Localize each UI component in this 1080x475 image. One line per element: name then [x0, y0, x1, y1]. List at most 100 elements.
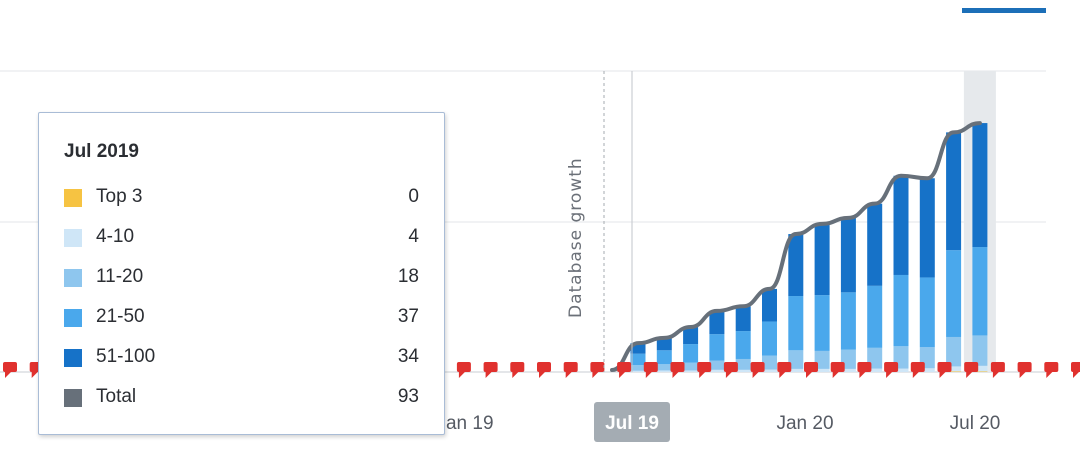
bar-segment[interactable] [656, 350, 672, 365]
bar-segment[interactable] [656, 364, 672, 371]
bar-segment[interactable] [656, 370, 672, 372]
bar-segment[interactable] [788, 368, 804, 372]
bar-segment[interactable] [946, 132, 962, 251]
legend-swatch-icon [64, 389, 82, 407]
note-flag-icon[interactable] [483, 362, 498, 378]
note-flag-icon[interactable] [670, 362, 685, 378]
bar-segment[interactable] [840, 368, 856, 372]
bar-segment[interactable] [683, 370, 699, 372]
bar-segment[interactable] [762, 321, 777, 356]
bar-segment[interactable] [788, 296, 804, 351]
bar-segment[interactable] [814, 350, 830, 369]
note-flag-icon[interactable] [804, 362, 818, 378]
note-flag-icon[interactable] [830, 362, 845, 378]
bar-segment[interactable] [893, 175, 909, 275]
bar-segment[interactable] [919, 368, 935, 372]
bar-segment[interactable] [840, 217, 856, 293]
bar-segment[interactable] [762, 288, 777, 322]
tooltip-row-label: 4-10 [96, 226, 135, 247]
tooltip-row-value: 34 [397, 346, 419, 367]
bar-segment[interactable] [630, 343, 646, 354]
x-tick-label: Jul 20 [950, 413, 1001, 434]
bar-segment[interactable] [683, 362, 699, 371]
legend-swatch-icon [64, 349, 82, 367]
bar-segment[interactable] [630, 365, 646, 371]
tooltip-row-label: Top 3 [96, 186, 143, 207]
bar-segment[interactable] [972, 371, 988, 372]
bar-segment[interactable] [709, 334, 725, 361]
tooltip-row: Top 3 0 [64, 186, 419, 212]
tooltip-row-label: 11-20 [96, 266, 144, 287]
bar-segment[interactable] [919, 178, 935, 278]
bar-segment[interactable] [840, 292, 856, 350]
bar-segment[interactable] [709, 310, 725, 335]
note-flag-icon[interactable] [643, 362, 658, 378]
bar-segment[interactable] [630, 353, 646, 366]
bar-segment[interactable] [735, 369, 751, 372]
bar-segment[interactable] [867, 285, 883, 348]
note-flag-icon[interactable] [3, 362, 17, 378]
note-flag-icon[interactable] [884, 362, 899, 378]
bar-segment[interactable] [972, 335, 988, 366]
note-flag-icon[interactable] [857, 362, 872, 378]
bar-segment[interactable] [867, 203, 883, 286]
bar-segment[interactable] [683, 344, 699, 363]
tooltip-row: 11-20 18 [64, 266, 419, 292]
note-flag-icon[interactable] [723, 362, 738, 378]
bar-segment[interactable] [709, 369, 725, 372]
total-series-line [610, 121, 982, 372]
bar-segment[interactable] [762, 369, 777, 372]
note-flag-icon[interactable] [990, 362, 1005, 378]
note-flag-icon[interactable] [510, 362, 525, 378]
bar-segment[interactable] [709, 360, 725, 370]
bar-segment[interactable] [683, 327, 699, 345]
note-flag-icon[interactable] [750, 362, 765, 378]
bar-segment[interactable] [972, 123, 988, 248]
tooltip-row: 21-50 37 [64, 306, 419, 332]
bar-segment[interactable] [893, 274, 909, 347]
bar-segment[interactable] [946, 366, 962, 372]
bar-segment[interactable] [946, 371, 962, 372]
bar-segment[interactable] [735, 306, 751, 332]
note-flag-icon[interactable] [964, 362, 979, 378]
bar-segment[interactable] [788, 234, 804, 297]
bars[interactable] [630, 123, 988, 372]
note-flag-icon[interactable] [590, 362, 605, 378]
total-line [610, 121, 982, 372]
tooltip-row-label: 21-50 [96, 306, 145, 327]
note-flag-icon[interactable] [1044, 362, 1059, 378]
note-flag-icon[interactable] [937, 362, 952, 378]
bar-segment[interactable] [946, 250, 962, 337]
bar-segment[interactable] [972, 247, 988, 336]
note-flag-icon[interactable] [617, 362, 632, 378]
note-flag-icon[interactable] [1017, 362, 1032, 378]
legend-swatch-icon [64, 189, 82, 207]
tooltip-row-value: 37 [397, 306, 419, 327]
note-flag-icon[interactable] [456, 362, 471, 378]
bar-segment[interactable] [788, 350, 804, 369]
note-flag-icon[interactable] [563, 362, 578, 378]
bar-segment[interactable] [972, 365, 988, 372]
bar-segment[interactable] [735, 331, 751, 359]
bar-segment[interactable] [814, 223, 830, 296]
bar-segment[interactable] [867, 368, 883, 372]
note-flag-icon[interactable] [537, 362, 551, 378]
chart-tooltip: Jul 2019 Top 3 0 4-10 4 11-20 18 21-50 37 51-100… [38, 112, 445, 435]
tooltip-row-value: 4 [408, 226, 419, 247]
note-flag-icon[interactable] [697, 362, 712, 378]
note-flag-icon[interactable] [777, 362, 792, 378]
note-flag-icon[interactable] [1071, 362, 1080, 378]
annotation: Database growth [566, 71, 633, 372]
bar-segment[interactable] [735, 358, 751, 370]
bar-segment[interactable] [630, 370, 646, 372]
bar-segment[interactable] [893, 368, 909, 372]
annotation-label: Database growth [566, 157, 586, 318]
bar-segment[interactable] [762, 355, 777, 370]
bar-segment[interactable] [919, 277, 935, 348]
note-flag-icon[interactable] [910, 362, 925, 378]
tooltip-row-label: 51-100 [96, 346, 156, 367]
bar-segment[interactable] [946, 336, 962, 367]
bar-segment[interactable] [656, 337, 672, 351]
bar-segment[interactable] [814, 295, 830, 351]
bar-segment[interactable] [814, 368, 830, 372]
